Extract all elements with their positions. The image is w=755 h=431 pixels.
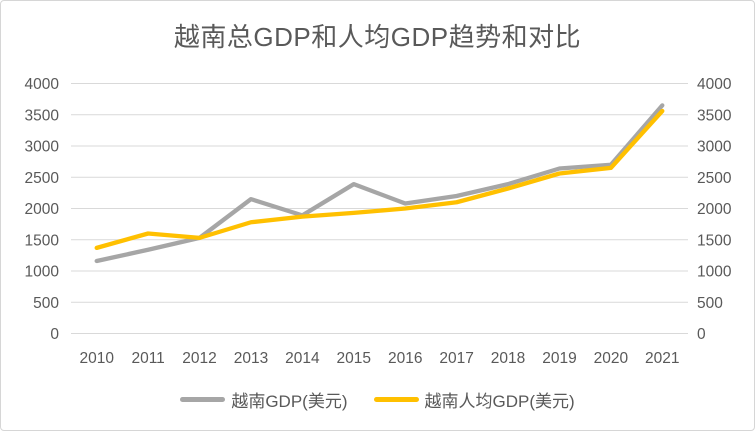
- x-axis-tick-label: 2010: [79, 350, 114, 367]
- y-axis-tick-label-left: 3500: [25, 107, 60, 124]
- y-axis-tick-label-left: 2500: [25, 170, 60, 187]
- x-axis-tick-label: 2012: [182, 350, 216, 367]
- x-axis-tick-label: 2019: [542, 350, 576, 367]
- legend-swatch-gray-line-icon: [180, 397, 226, 402]
- vietnam-gdp-per-capita-line: [94, 108, 665, 251]
- y-axis-tick-label-right: 1500: [697, 232, 732, 249]
- y-axis-tick-label-left: 2000: [25, 201, 60, 218]
- y-axis-tick-label-left: 0: [50, 326, 59, 343]
- y-axis-tick-label-left: 4000: [25, 76, 60, 93]
- y-axis-tick-label-left: 1500: [25, 232, 60, 249]
- x-axis-tick-label: 2017: [439, 350, 473, 367]
- y-axis-tick-label-left: 1000: [25, 264, 60, 281]
- y-axis-tick-label-right: 1000: [697, 264, 732, 281]
- y-axis-tick-label-right: 2500: [697, 170, 732, 187]
- legend-swatch-yellow-line-icon: [373, 397, 419, 402]
- y-axis-tick-label-right: 2000: [697, 201, 732, 218]
- x-axis-tick-label: 2015: [337, 350, 371, 367]
- y-axis-tick-label-right: 4000: [697, 76, 732, 93]
- legend-label-vietnam-gdp: 越南GDP(美元): [231, 392, 348, 411]
- chart-legend: 越南GDP(美元) 越南人均GDP(美元): [1, 387, 754, 412]
- chart-title: 越南总GDP和人均GDP趋势和对比: [173, 22, 582, 52]
- x-axis-tick-label: 2016: [388, 350, 422, 367]
- y-axis-tick-label-left: 500: [33, 295, 59, 312]
- legend-label-vietnam-gdp-per-capita: 越南人均GDP(美元): [424, 392, 575, 411]
- x-axis-tick-label: 2021: [645, 350, 679, 367]
- x-axis-tick-label: 2018: [491, 350, 525, 367]
- y-axis-tick-label-right: 500: [697, 295, 723, 312]
- vietnam-gdp-line: [94, 103, 665, 264]
- legend-item-vietnam-gdp: 越南GDP(美元): [180, 387, 348, 412]
- x-axis-tick-label: 2013: [234, 350, 268, 367]
- x-axis-tick-label: 2020: [594, 350, 629, 367]
- y-axis-tick-label-right: 3500: [697, 107, 732, 124]
- x-axis-tick-label: 2014: [285, 350, 320, 367]
- legend-item-vietnam-gdp-per-capita: 越南人均GDP(美元): [373, 387, 575, 412]
- y-axis-tick-label-right: 0: [697, 326, 706, 343]
- y-axis-tick-label-left: 3000: [25, 139, 60, 156]
- x-axis-tick-label: 2011: [131, 350, 164, 367]
- y-axis-tick-label-right: 3000: [697, 139, 732, 156]
